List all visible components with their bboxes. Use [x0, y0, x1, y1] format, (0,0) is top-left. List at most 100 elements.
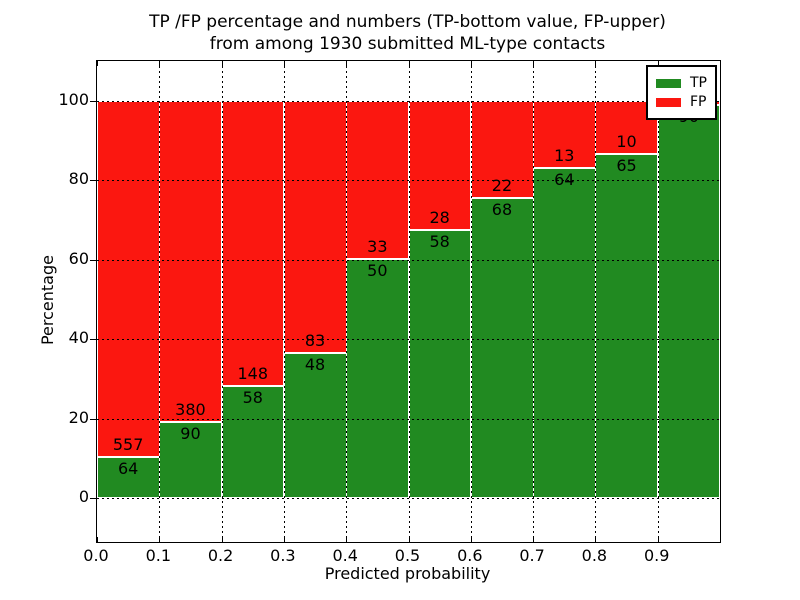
gridline-vertical — [346, 61, 348, 542]
bar-tp-segment — [159, 422, 223, 499]
bar-tp-segment — [408, 230, 472, 499]
x-tick-label: 0.5 — [394, 546, 421, 565]
bar-tp-segment — [657, 105, 721, 499]
bar-fp-segment — [159, 100, 223, 423]
tp-count-label: 65 — [616, 155, 637, 175]
x-tick-label: 0.3 — [270, 546, 296, 565]
y-tick-label: 20 — [68, 407, 89, 427]
x-tick-label: 0.0 — [83, 546, 109, 565]
fp-count-label: 13 — [554, 145, 575, 165]
plot-area: 5576438090148588348335028582268136410659… — [90, 60, 721, 543]
gridline-vertical — [221, 61, 223, 542]
x-tick-mark — [159, 61, 161, 66]
gridline-vertical — [283, 61, 285, 542]
fp-count-label: 557 — [112, 435, 144, 455]
x-tick-label: 0.9 — [643, 546, 670, 565]
x-tick-mark — [533, 537, 535, 542]
fp-count-label: 10 — [616, 131, 637, 151]
gridline-horizontal — [97, 339, 720, 341]
chart-title-line1: TP /FP percentage and numbers (TP-bottom… — [149, 12, 666, 32]
y-tick-mark — [90, 339, 96, 341]
gridline-vertical — [657, 61, 659, 542]
x-tick-mark — [408, 61, 410, 66]
tp-count-label: 58 — [242, 388, 263, 408]
x-tick-label: 0.4 — [332, 546, 358, 565]
x-tick-label: 0.1 — [145, 546, 172, 565]
y-tick-label: 0 — [78, 487, 89, 507]
gridline-vertical — [470, 61, 472, 542]
x-tick-mark — [595, 61, 597, 66]
legend: TP FP — [646, 65, 717, 120]
gridline-vertical — [159, 61, 161, 542]
fp-legend-swatch — [656, 97, 681, 107]
gridline-vertical — [595, 61, 597, 542]
x-tick-mark — [595, 537, 597, 542]
y-tick-mark — [90, 259, 96, 261]
x-tick-mark — [533, 61, 535, 66]
x-tick-mark — [346, 537, 348, 542]
x-tick-mark — [470, 537, 472, 542]
gridline-vertical — [408, 61, 410, 542]
tp-count-label: 68 — [491, 199, 513, 219]
gridline-horizontal — [97, 100, 720, 102]
bar-fp-segment — [346, 100, 409, 259]
bar-fp-segment — [97, 100, 160, 458]
x-tick-label: 0.2 — [207, 546, 234, 565]
gridline-horizontal — [97, 180, 720, 182]
x-tick-mark — [408, 537, 410, 542]
bar-tp-segment — [346, 258, 409, 499]
bar-tp-segment — [595, 153, 659, 499]
bar-tp-segment — [283, 352, 347, 499]
legend-label: TP — [690, 75, 707, 91]
x-axis-label: Predicted probability — [324, 564, 491, 583]
fp-count-label: 28 — [429, 208, 450, 228]
x-tick-mark — [97, 537, 98, 542]
bar-tp-segment — [470, 197, 534, 499]
legend-item: TP — [656, 75, 707, 91]
legend-label: FP — [690, 94, 707, 110]
y-tick-label: 40 — [68, 328, 89, 348]
tp-count-label: 48 — [304, 354, 326, 374]
x-tick-mark — [159, 537, 161, 542]
tp-count-label: 50 — [367, 260, 388, 280]
tp-count-label: 58 — [429, 232, 450, 252]
gridline-horizontal — [97, 418, 720, 420]
chart-title: TP /FP percentage and numbers (TP-bottom… — [96, 11, 719, 55]
x-tick-mark — [470, 61, 472, 66]
y-tick-mark — [90, 180, 96, 182]
tp-legend-swatch — [656, 78, 681, 88]
y-tick-mark — [90, 498, 96, 500]
fp-count-label: 22 — [491, 175, 513, 195]
y-tick-label: 100 — [58, 89, 89, 109]
y-tick-label: 80 — [68, 169, 89, 189]
x-tick-label: 0.8 — [581, 546, 608, 565]
fp-count-label: 83 — [304, 330, 326, 350]
x-tick-mark — [657, 61, 659, 66]
x-tick-mark — [283, 61, 285, 66]
x-tick-label: 0.7 — [519, 546, 545, 565]
bar-fp-segment — [283, 100, 347, 353]
gridline-horizontal — [97, 259, 720, 261]
x-tick-mark — [97, 61, 98, 66]
tp-count-label: 64 — [554, 169, 575, 189]
legend-item: FP — [656, 94, 707, 110]
chart-title-line2: from among 1930 submitted ML-type contac… — [209, 34, 606, 54]
fp-count-label: 33 — [367, 236, 388, 256]
y-tick-mark — [90, 418, 96, 420]
bar-tp-segment — [97, 457, 160, 499]
bar-fp-segment — [221, 100, 285, 387]
y-tick-mark — [90, 100, 96, 102]
x-tick-mark — [657, 537, 659, 542]
gridline-vertical — [533, 61, 535, 542]
tp-count-label: 90 — [180, 424, 201, 444]
x-tick-mark — [283, 537, 285, 542]
x-tick-mark — [346, 61, 348, 66]
tp-count-label: 64 — [117, 459, 139, 479]
x-tick-mark — [221, 61, 223, 66]
y-tick-label: 60 — [68, 248, 89, 268]
bar-tp-segment — [533, 167, 596, 499]
x-tick-label: 0.6 — [457, 546, 483, 565]
fp-count-label: 148 — [237, 364, 269, 384]
fp-count-label: 380 — [175, 400, 206, 420]
